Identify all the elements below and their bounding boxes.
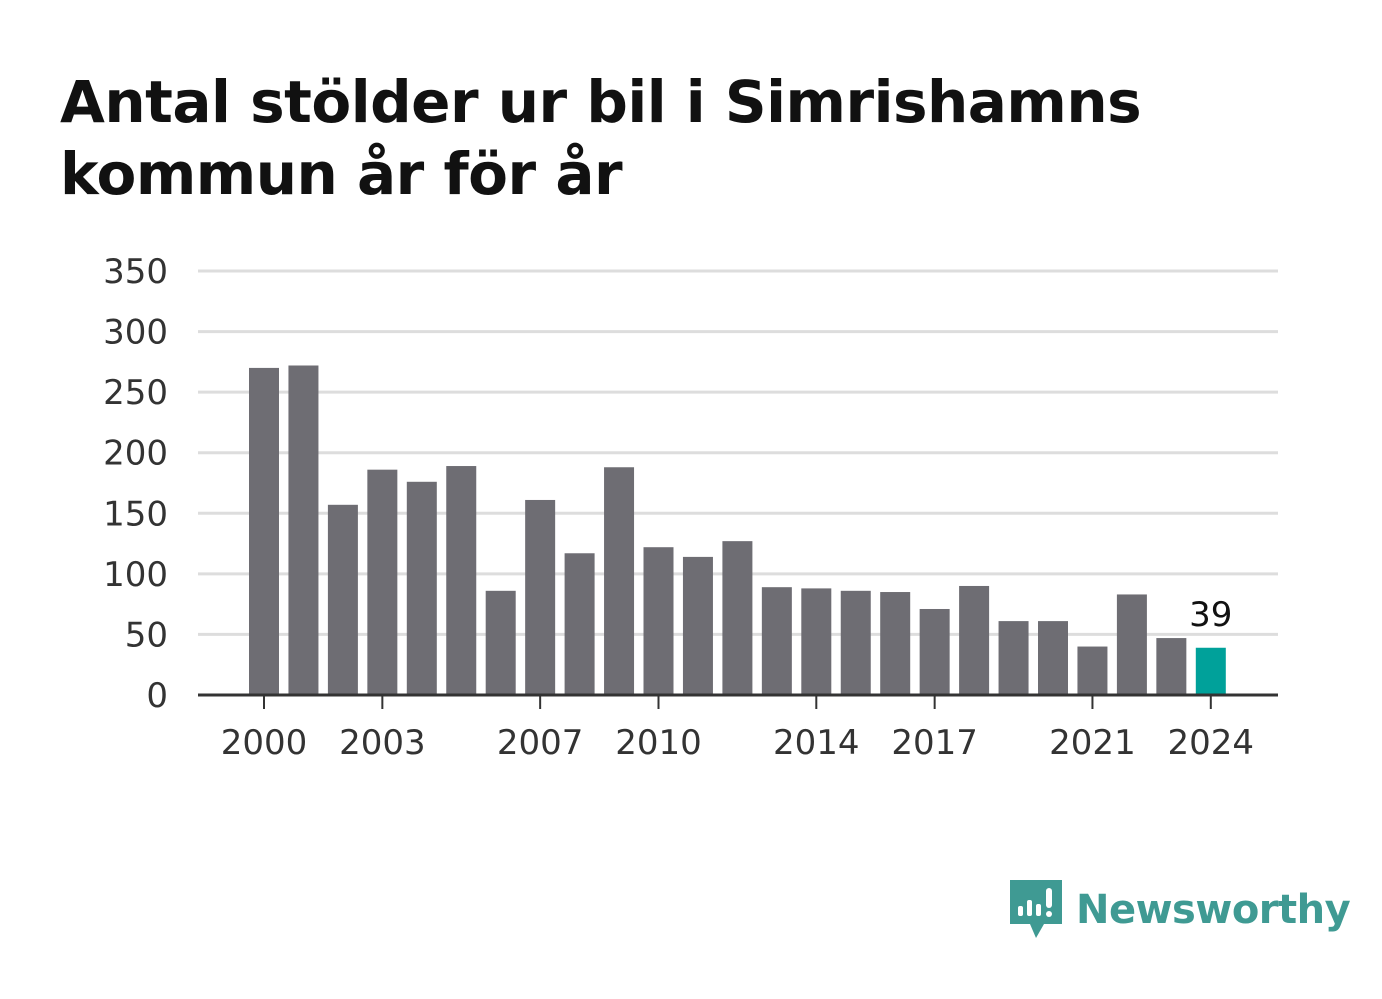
bar-2014 xyxy=(801,588,832,695)
data-labels: 39 xyxy=(1189,595,1232,635)
bar-2018 xyxy=(959,585,990,695)
y-tick-label: 150 xyxy=(103,494,168,534)
bar-2016 xyxy=(880,592,911,695)
y-tick-label: 100 xyxy=(103,555,168,595)
brand-name: Newsworthy xyxy=(1076,887,1351,933)
y-tick-label: 300 xyxy=(103,313,168,353)
x-tick-label: 2000 xyxy=(221,723,308,763)
bar-2001 xyxy=(288,365,319,695)
bar-2017 xyxy=(919,608,950,695)
bar-2021 xyxy=(1077,646,1108,695)
x-tick-label: 2017 xyxy=(891,723,978,763)
bar-2008 xyxy=(564,553,595,695)
bar-2004 xyxy=(406,481,437,695)
y-tick-label: 200 xyxy=(103,434,168,474)
y-axis-ticks: 0 50 100 150 200 250 300 350 xyxy=(103,252,168,716)
bar-2007 xyxy=(525,499,556,695)
x-tick-label: 2014 xyxy=(773,723,860,763)
chart-title: Antal stölder ur bil i Simrishamns kommu… xyxy=(60,68,1142,208)
bar-2012 xyxy=(722,541,753,695)
bar-2006 xyxy=(485,590,516,695)
bars xyxy=(249,365,1226,695)
bar-2019 xyxy=(998,621,1029,695)
newsworthy-logo-icon xyxy=(1010,880,1062,938)
bar-2003 xyxy=(367,469,398,695)
x-tick-label: 2003 xyxy=(339,723,426,763)
bar-2015 xyxy=(840,590,871,695)
bar-2009 xyxy=(604,467,635,695)
bar-2010 xyxy=(643,547,674,695)
y-tick-label: 50 xyxy=(125,615,168,655)
bar-2005 xyxy=(446,466,477,695)
x-axis: 2000 2003 2007 2010 2014 2017 2021 2024 xyxy=(198,693,1278,763)
bar-2013 xyxy=(761,587,792,695)
newsworthy-logo: Newsworthy xyxy=(1010,878,1351,942)
bar-2024 xyxy=(1195,647,1226,695)
bar-2002 xyxy=(327,504,358,695)
bar-2011 xyxy=(682,556,713,695)
x-tick-label: 2021 xyxy=(1049,723,1136,763)
y-tick-label: 350 xyxy=(103,252,168,292)
x-tick-label: 2007 xyxy=(497,723,584,763)
y-tick-label: 250 xyxy=(103,373,168,413)
data-label-2024: 39 xyxy=(1189,595,1232,635)
bar-2023 xyxy=(1156,638,1187,695)
bar-2022 xyxy=(1116,594,1147,695)
bar-2020 xyxy=(1038,621,1068,695)
x-tick-label: 2010 xyxy=(615,723,702,763)
x-tick-label: 2024 xyxy=(1168,723,1255,763)
bar-2000 xyxy=(249,367,279,695)
y-tick-label: 0 xyxy=(146,676,168,716)
